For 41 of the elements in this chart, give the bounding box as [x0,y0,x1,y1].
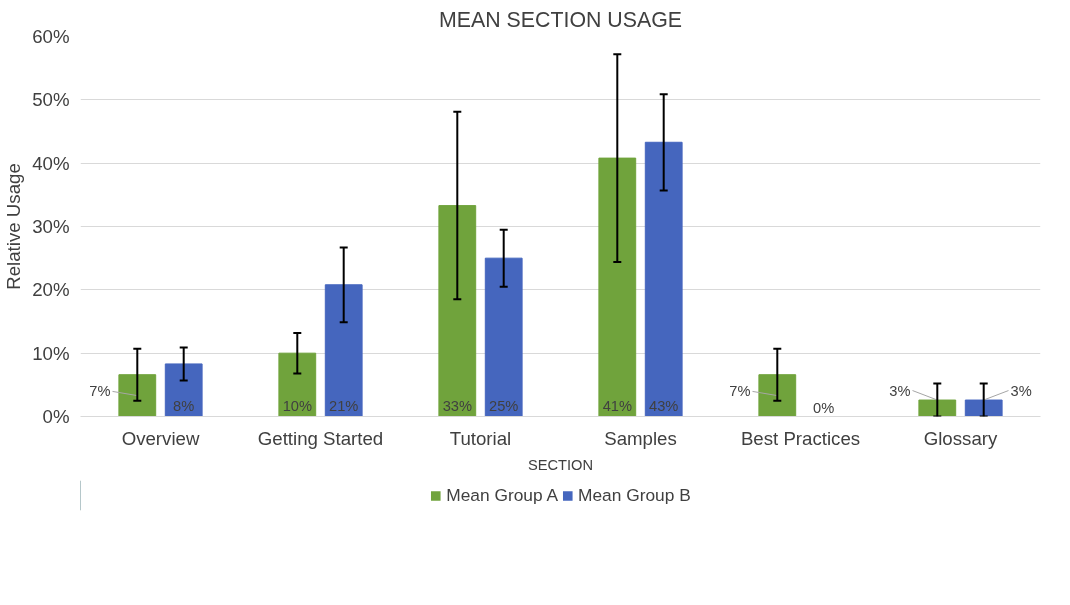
bar [118,374,157,417]
legend-label: Mean Group A [446,484,559,506]
y-tick-label: 10% [32,342,70,364]
x-tick-label: Overview [121,427,200,449]
data-label: 43% [649,397,679,414]
data-label: 10% [282,397,312,414]
bar [484,257,523,417]
bar [438,205,477,417]
y-tick-label: 60% [32,26,70,47]
y-tick-label: 20% [32,279,70,301]
x-tick-label: Getting Started [257,427,384,449]
chart-title: MEAN SECTION USAGE [439,7,682,32]
bar [598,157,637,417]
y-axis-title: Relative Usage [3,163,25,290]
data-label: 33% [442,397,472,414]
bar [758,374,797,417]
data-label: 3% [889,382,911,399]
bar [964,399,1003,417]
data-label: 7% [89,383,111,400]
x-tick-label: Best Practices [740,427,861,449]
x-tick-label: Glossary [923,427,998,449]
data-label: 21% [329,397,359,414]
data-label: 7% [729,383,751,400]
bar [278,352,317,417]
y-tick-label: 50% [32,89,70,111]
data-label: 3% [1010,382,1032,399]
data-label: 8% [173,397,195,414]
bar [164,363,203,417]
y-tick-label: 0% [42,406,70,427]
x-tick-label: Tutorial [449,427,512,449]
data-label: 41% [602,397,632,414]
data-label: 25% [489,397,519,414]
x-tick-label: Samples [604,427,677,449]
x-axis-title: SECTION [527,456,594,473]
bar [644,141,683,417]
y-tick-label: 30% [32,216,70,237]
y-tick-label: 40% [32,152,70,174]
legend-label: Mean Group B [578,484,691,506]
bar [324,284,363,417]
data-label: 0% [813,399,835,416]
bar [918,399,957,417]
